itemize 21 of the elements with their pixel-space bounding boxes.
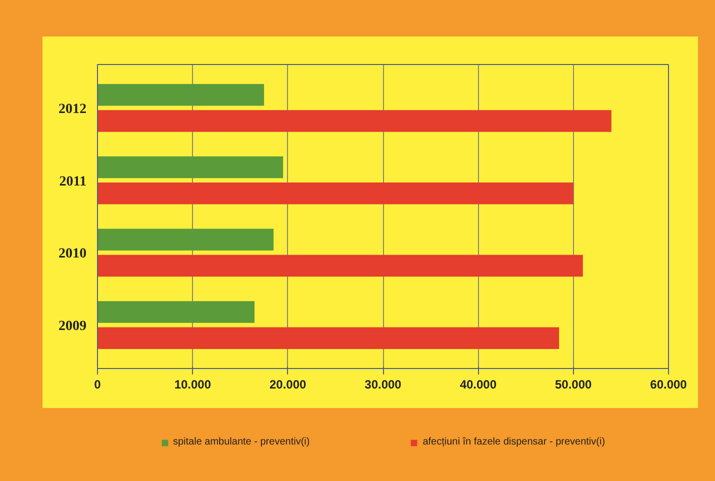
y-tick-label: 2009 [58,319,86,334]
bar [98,327,560,349]
bar [98,228,274,251]
x-tick-label: 40.000 [460,378,497,392]
bar [98,182,574,204]
bar [98,156,284,178]
y-tick-label: 2012 [58,102,86,117]
bar [98,84,264,106]
x-tick-label: 0 [94,378,102,392]
bar [98,254,583,277]
legend-label: spitale ambulante - preventiv(i) [172,436,310,448]
x-tick-label: 20.000 [269,378,307,392]
x-tick-label: 50.000 [554,378,592,392]
y-tick-label: 2011 [59,174,87,190]
legend-label: afecțiuni în fazele dispensar - preventiv(i) [422,436,606,448]
bar [98,301,255,323]
x-tick-label: 60.000 [650,378,688,392]
bar [98,110,612,132]
x-tick-label: 10.000 [174,378,212,392]
x-tick-label: 30.000 [364,378,402,392]
y-tick-label: 2010 [58,246,86,262]
